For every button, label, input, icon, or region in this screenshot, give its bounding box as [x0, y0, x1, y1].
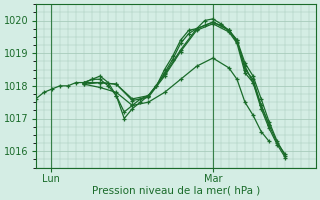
X-axis label: Pression niveau de la mer( hPa ): Pression niveau de la mer( hPa )	[92, 186, 260, 196]
